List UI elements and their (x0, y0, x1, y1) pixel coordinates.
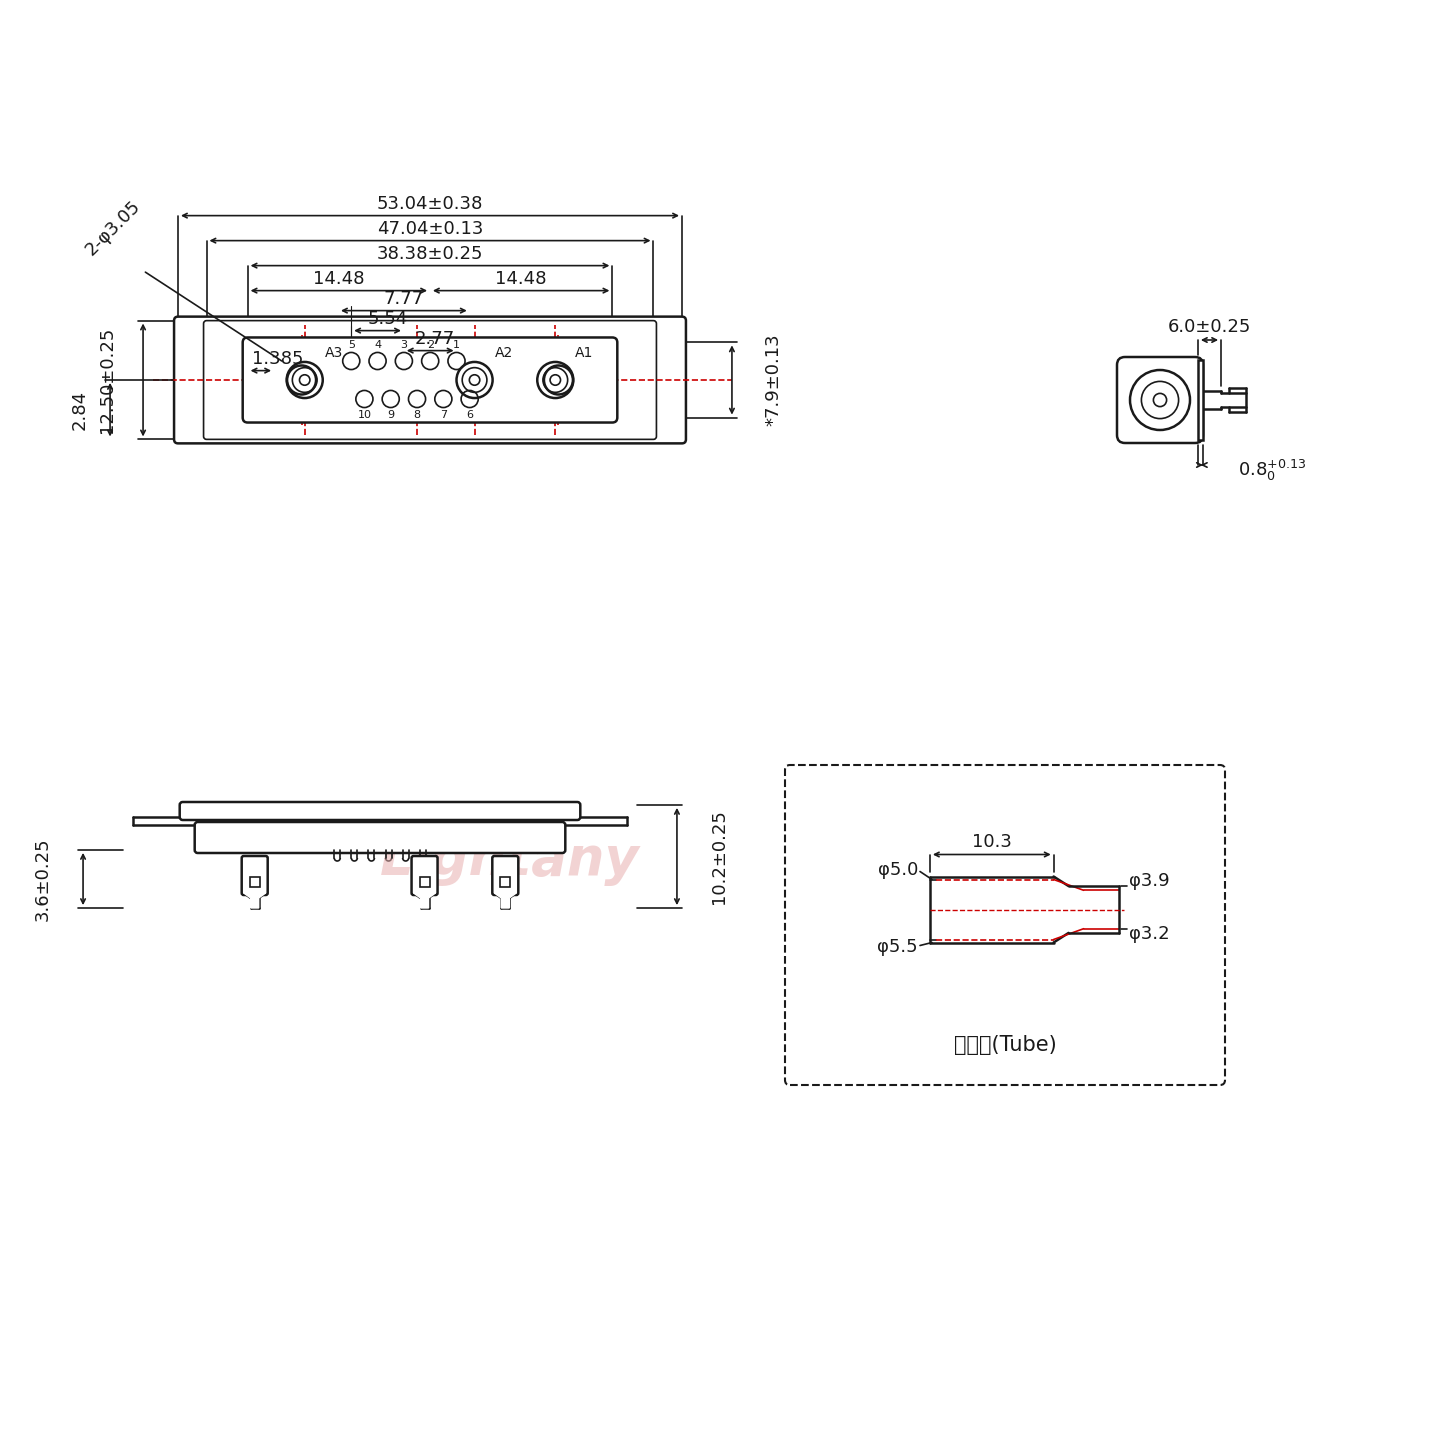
Text: 53.04±0.38: 53.04±0.38 (377, 194, 484, 213)
Text: 14.48: 14.48 (312, 269, 364, 288)
FancyBboxPatch shape (194, 822, 566, 852)
Text: 6: 6 (467, 409, 474, 419)
Text: 14.48: 14.48 (495, 269, 547, 288)
Bar (500, 877, 510, 887)
Bar (1198, 360, 1202, 441)
FancyBboxPatch shape (1117, 357, 1202, 444)
Polygon shape (494, 893, 517, 909)
Text: 1: 1 (454, 340, 459, 350)
Polygon shape (243, 893, 266, 909)
Text: 8: 8 (413, 409, 420, 419)
FancyBboxPatch shape (203, 321, 657, 439)
Text: φ3.9: φ3.9 (1129, 873, 1169, 890)
Bar (419, 877, 429, 887)
Text: A3: A3 (325, 346, 343, 360)
Text: 3.6±0.25: 3.6±0.25 (35, 837, 52, 920)
Polygon shape (413, 893, 435, 909)
FancyBboxPatch shape (492, 855, 518, 896)
Text: 屏蔽管(Tube): 屏蔽管(Tube) (953, 1035, 1057, 1056)
Text: A1: A1 (576, 346, 593, 360)
Text: 12.50±0.25: 12.50±0.25 (98, 327, 117, 433)
Text: 10: 10 (357, 409, 372, 419)
FancyBboxPatch shape (180, 802, 580, 819)
Text: 10.3: 10.3 (972, 832, 1012, 851)
Bar (249, 877, 259, 887)
Text: 7.77: 7.77 (383, 289, 423, 308)
Text: *7.9±0.13: *7.9±0.13 (765, 334, 783, 426)
Text: 7: 7 (439, 409, 446, 419)
Text: 4: 4 (374, 340, 382, 350)
Text: 6.0±0.25: 6.0±0.25 (1168, 318, 1251, 336)
Text: Lightany: Lightany (380, 834, 639, 886)
Text: 2.84: 2.84 (71, 390, 89, 429)
FancyBboxPatch shape (174, 317, 685, 444)
FancyBboxPatch shape (243, 337, 618, 422)
Text: 38.38±0.25: 38.38±0.25 (377, 245, 484, 262)
Text: φ3.2: φ3.2 (1129, 924, 1169, 943)
Text: φ5.5: φ5.5 (877, 939, 917, 956)
Text: Lightany: Lightany (380, 354, 639, 406)
FancyBboxPatch shape (412, 855, 438, 896)
Text: 2-φ3.05: 2-φ3.05 (82, 196, 144, 259)
Text: 3: 3 (400, 340, 408, 350)
Text: 2.77: 2.77 (415, 330, 455, 347)
Text: 5.54: 5.54 (367, 310, 408, 328)
Text: A2: A2 (494, 346, 513, 360)
Text: φ5.0: φ5.0 (877, 861, 917, 878)
Text: 5: 5 (347, 340, 354, 350)
Text: 2: 2 (426, 340, 433, 350)
Text: 47.04±0.13: 47.04±0.13 (377, 220, 484, 238)
FancyBboxPatch shape (785, 765, 1225, 1084)
Text: 10.2±0.25: 10.2±0.25 (710, 809, 729, 904)
Text: 1.385: 1.385 (252, 350, 304, 367)
Text: $0.8^{+0.13}_{0}$: $0.8^{+0.13}_{0}$ (1238, 458, 1306, 482)
Text: 9: 9 (387, 409, 395, 419)
FancyBboxPatch shape (242, 855, 268, 896)
